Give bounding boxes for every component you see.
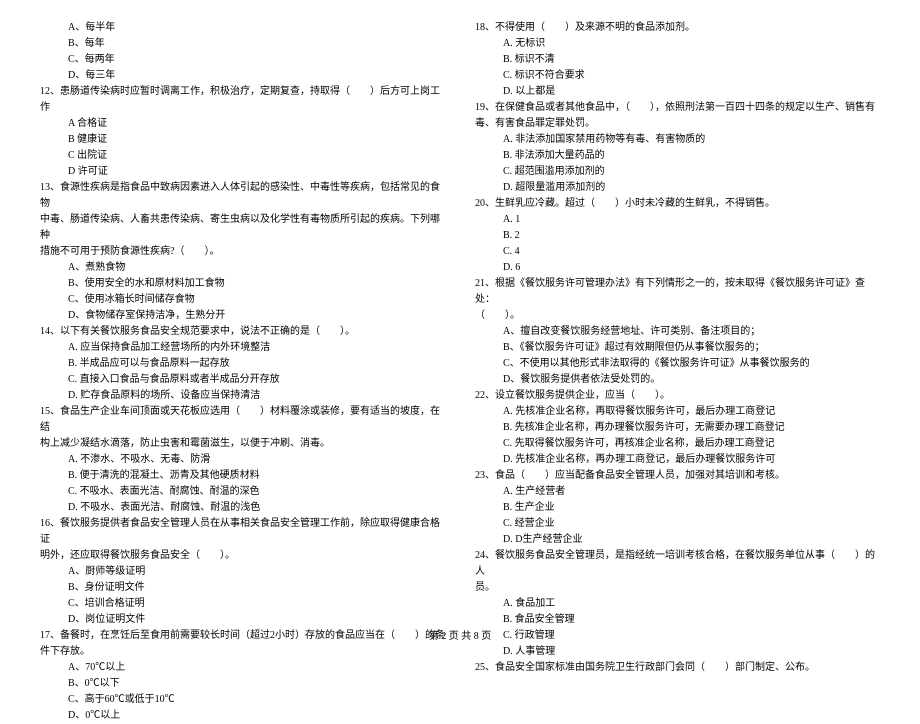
opt: A. 食品加工: [503, 596, 880, 612]
opt: D、每三年: [68, 68, 445, 84]
question-19: 19、在保健食品或者其他食品中，（ ），依照刑法第一百四十四条的规定以生产、销售…: [475, 100, 880, 116]
opt: C. 不吸水、表面光洁、耐腐蚀、耐温的深色: [68, 484, 445, 500]
opt: B 健康证: [68, 132, 445, 148]
opt: D、食物储存室保持洁净，生熟分开: [68, 308, 445, 324]
opt: A、70℃以上: [68, 660, 445, 676]
opt: B、身份证明文件: [68, 580, 445, 596]
opt: C. 超范围滥用添加剂的: [503, 164, 880, 180]
opt: A、厨师等级证明: [68, 564, 445, 580]
opt: B、每年: [68, 36, 445, 52]
opt: D. D生产经营企业: [503, 532, 880, 548]
opt: D. 不吸水、表面光洁、耐腐蚀、耐温的浅色: [68, 500, 445, 516]
opt: B. 生产企业: [503, 500, 880, 516]
question-14: 14、以下有关餐饮服务食品安全规范要求中，说法不正确的是（ ）。: [40, 324, 445, 340]
opt: B、使用安全的水和原材料加工食物: [68, 276, 445, 292]
question-23: 23、食品（ ）应当配备食品安全管理人员，加强对其培训和考核。: [475, 468, 880, 484]
opt: D. 先核准企业名称，再办理工商登记，最后办理餐饮服务许可: [503, 452, 880, 468]
opt: A. 先核准企业名称，再取得餐饮服务许可，最后办理工商登记: [503, 404, 880, 420]
right-column: 18、不得使用（ ）及来源不明的食品添加剂。 A. 无标识 B. 标识不清 C.…: [475, 20, 880, 724]
question-19-cont: 毒、有害食品罪定罪处罚。: [475, 116, 880, 132]
opt: C. 标识不符合要求: [503, 68, 880, 84]
question-22: 22、设立餐饮服务提供企业，应当（ ）。: [475, 388, 880, 404]
opt: A. 1: [503, 212, 880, 228]
opt: D. 超限量滥用添加剂的: [503, 180, 880, 196]
question-25: 25、食品安全国家标准由国务院卫生行政部门会同（ ）部门制定、公布。: [475, 660, 880, 676]
opt: D 许可证: [68, 164, 445, 180]
page-footer: 第 2 页 共 8 页: [0, 627, 920, 642]
opt: D. 以上都是: [503, 84, 880, 100]
question-21: 21、根据《餐饮服务许可管理办法》有下列情形之一的，按未取得《餐饮服务许可证》查…: [475, 276, 880, 308]
question-12: 12、患肠道传染病时应暂时调离工作，积极治疗，定期复查，持取得（ ）后方可上岗工…: [40, 84, 445, 116]
opt: C. 直接入口食品与食品原料或者半成品分开存放: [68, 372, 445, 388]
question-13: 13、食源性疾病是指食品中致病因素进入人体引起的感染性、中毒性等疾病，包括常见的…: [40, 180, 445, 212]
question-13-cont: 中毒、肠道传染病、人畜共患传染病、寄生虫病以及化学性有毒物质所引起的疾病。下列哪…: [40, 212, 445, 244]
opt: C、使用冰箱长时间储存食物: [68, 292, 445, 308]
question-24-cont: 员。: [475, 580, 880, 596]
question-18: 18、不得使用（ ）及来源不明的食品添加剂。: [475, 20, 880, 36]
question-16: 16、餐饮服务提供者食品安全管理人员在从事相关食品安全管理工作前，除应取得健康合…: [40, 516, 445, 548]
question-15-cont: 构上减少凝结水滴落，防止虫害和霉菌滋生，以便于冲刷、消毒。: [40, 436, 445, 452]
opt: D. 人事管理: [503, 644, 880, 660]
opt: C、每两年: [68, 52, 445, 68]
opt: C、高于60℃或低于10℃: [68, 692, 445, 708]
question-16-cont: 明外，还应取得餐饮服务食品安全（ ）。: [40, 548, 445, 564]
opt: C 出院证: [68, 148, 445, 164]
content-columns: A、每半年 B、每年 C、每两年 D、每三年 12、患肠道传染病时应暂时调离工作…: [40, 20, 880, 724]
question-15: 15、食品生产企业车间顶面或天花板应选用（ ）材料覆涂或装修，要有适当的坡度，在…: [40, 404, 445, 436]
opt: C、不使用以其他形式非法取得的《餐饮服务许可证》从事餐饮服务的: [503, 356, 880, 372]
opt: A. 生产经营者: [503, 484, 880, 500]
question-13-cont2: 措施不可用于预防食源性疾病?（ ）。: [40, 244, 445, 260]
opt: A 合格证: [68, 116, 445, 132]
opt: A. 不渗水、不吸水、无毒、防滑: [68, 452, 445, 468]
opt: A、煮熟食物: [68, 260, 445, 276]
opt: A. 无标识: [503, 36, 880, 52]
question-24: 24、餐饮服务食品安全管理员，是指经统一培训考核合格，在餐饮服务单位从事（ ）的…: [475, 548, 880, 580]
opt: D、0℃以上: [68, 708, 445, 724]
opt: B. 2: [503, 228, 880, 244]
opt: D、岗位证明文件: [68, 612, 445, 628]
opt: C. 先取得餐饮服务许可，再核准企业名称，最后办理工商登记: [503, 436, 880, 452]
question-21-cont: （ ）。: [475, 308, 880, 324]
opt: C. 经营企业: [503, 516, 880, 532]
opt: B. 食品安全管理: [503, 612, 880, 628]
opt: B、《餐饮服务许可证》超过有效期限但仍从事餐饮服务的；: [503, 340, 880, 356]
question-17-cont: 件下存放。: [40, 644, 445, 660]
opt: B. 非法添加大量药品的: [503, 148, 880, 164]
opt: B. 标识不清: [503, 52, 880, 68]
opt: A、每半年: [68, 20, 445, 36]
opt: B. 便于清洗的混凝土、沥青及其他硬质材料: [68, 468, 445, 484]
opt: D、餐饮服务提供者依法受处罚的。: [503, 372, 880, 388]
opt: B. 先核准企业名称，再办理餐饮服务许可，无需要办理工商登记: [503, 420, 880, 436]
opt: A、擅自改变餐饮服务经营地址、许可类别、备注项目的；: [503, 324, 880, 340]
opt: A. 应当保持食品加工经营场所的内外环境整洁: [68, 340, 445, 356]
opt: D. 6: [503, 260, 880, 276]
opt: B. 半成品应可以与食品原料一起存放: [68, 356, 445, 372]
opt: D. 贮存食品原料的场所、设备应当保持清洁: [68, 388, 445, 404]
opt: A. 非法添加国家禁用药物等有毒、有害物质的: [503, 132, 880, 148]
question-20: 20、生鲜乳应冷藏。超过（ ）小时未冷藏的生鲜乳，不得销售。: [475, 196, 880, 212]
opt: B、0℃以下: [68, 676, 445, 692]
opt: C、培训合格证明: [68, 596, 445, 612]
opt: C. 4: [503, 244, 880, 260]
left-column: A、每半年 B、每年 C、每两年 D、每三年 12、患肠道传染病时应暂时调离工作…: [40, 20, 445, 724]
